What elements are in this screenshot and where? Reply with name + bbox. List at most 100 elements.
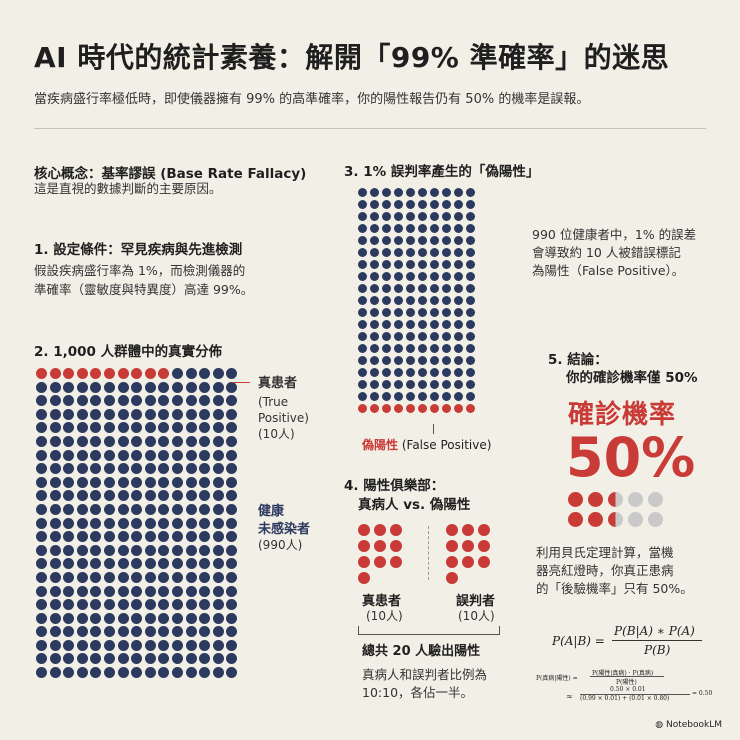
healthy-dot xyxy=(226,558,238,570)
healthy-dot xyxy=(76,517,88,529)
healthy-dot xyxy=(430,356,439,365)
healthy-dot xyxy=(406,332,415,341)
healthy-dot xyxy=(406,344,415,353)
healthy-dot xyxy=(466,356,475,365)
healthy-dot xyxy=(49,612,61,624)
healthy-dot xyxy=(382,380,391,389)
healthy-dot xyxy=(158,476,170,488)
healthy-dot xyxy=(103,571,115,583)
probability-half-dot xyxy=(608,512,623,527)
true-patient-dot xyxy=(390,540,402,552)
healthy-dot xyxy=(370,272,379,281)
healthy-dot xyxy=(199,612,211,624)
healthy-dot xyxy=(358,224,367,233)
healthy-dot xyxy=(158,653,170,665)
false-positive-dot xyxy=(462,540,474,552)
healthy-dot xyxy=(36,667,47,679)
healthy-dot xyxy=(199,558,211,570)
healthy-dot xyxy=(370,212,379,221)
healthy-dot xyxy=(76,599,88,611)
healthy-dot xyxy=(358,200,367,209)
healthy-dot xyxy=(131,463,143,475)
healthy-dot xyxy=(117,639,129,651)
healthy-dot xyxy=(103,408,115,420)
healthy-dot xyxy=(226,612,238,624)
healthy-dot xyxy=(49,490,61,502)
healthy-dot xyxy=(117,463,129,475)
healthy-dot xyxy=(171,395,183,407)
healthy-dot xyxy=(226,368,238,379)
core-concept-desc: 這是直視的數據判斷的主要原因。 xyxy=(34,181,222,196)
healthy-dot xyxy=(358,296,367,305)
healthy-dot xyxy=(171,667,183,679)
healthy-dot xyxy=(394,332,403,341)
healthy-dot xyxy=(358,308,367,317)
club-total: 總共 20 人驗出陽性 xyxy=(362,644,481,659)
healthy-dot xyxy=(394,212,403,221)
healthy-dot xyxy=(212,503,224,515)
healthy-dot xyxy=(144,558,156,570)
healthy-dot xyxy=(63,639,75,651)
true-patient-dot xyxy=(49,368,61,379)
healthy-dot xyxy=(131,449,143,461)
bayes-denominator: P(B) xyxy=(644,643,671,657)
healthy-dot xyxy=(418,248,427,257)
healthy-dot xyxy=(430,380,439,389)
healthy-dot xyxy=(185,449,197,461)
healthy-dot xyxy=(158,449,170,461)
true-patient-dot xyxy=(390,524,402,536)
false-positive-dot xyxy=(394,404,403,413)
healthy-dot xyxy=(131,503,143,515)
healthy-dot xyxy=(442,200,451,209)
healthy-dot xyxy=(442,296,451,305)
true-patient-en2: Positive) xyxy=(258,411,309,425)
healthy-dot xyxy=(212,667,224,679)
healthy-dot xyxy=(144,435,156,447)
healthy-dot xyxy=(185,626,197,638)
step3-desc-1: 990 位健康者中，1% 的誤差 xyxy=(532,227,697,242)
healthy-dot xyxy=(158,571,170,583)
healthy-dot xyxy=(212,612,224,624)
healthy-dot xyxy=(185,585,197,597)
healthy-dot xyxy=(406,308,415,317)
healthy-dot xyxy=(394,392,403,401)
healthy-dot xyxy=(199,531,211,543)
bayes-lhs: P(A|B) = xyxy=(552,634,605,648)
healthy-dot xyxy=(466,200,475,209)
healthy-dot xyxy=(418,236,427,245)
healthy-dot xyxy=(358,392,367,401)
healthy-dot xyxy=(370,320,379,329)
healthy-dot xyxy=(199,449,211,461)
healthy-dot xyxy=(382,368,391,377)
healthy-dot xyxy=(212,531,224,543)
healthy-dot xyxy=(131,490,143,502)
healthy-dot xyxy=(358,380,367,389)
club-brace xyxy=(358,626,500,635)
healthy-dot xyxy=(63,653,75,665)
healthy-dot xyxy=(49,395,61,407)
healthy-dot xyxy=(63,408,75,420)
healthy-dot xyxy=(382,236,391,245)
false-positive-dot xyxy=(478,556,490,568)
healthy-dot xyxy=(394,284,403,293)
healthy-dot xyxy=(90,381,102,393)
healthy-dot xyxy=(370,368,379,377)
healthy-dot xyxy=(90,408,102,420)
healthy-dot xyxy=(63,517,75,529)
healthy-dot xyxy=(394,308,403,317)
healthy-dot xyxy=(442,344,451,353)
probability-grey-dot xyxy=(648,512,663,527)
healthy-dot xyxy=(199,435,211,447)
healthy-dot xyxy=(226,449,238,461)
healthy-dot xyxy=(212,476,224,488)
healthy-dot xyxy=(394,344,403,353)
healthy-dot xyxy=(442,356,451,365)
healthy-dot xyxy=(158,667,170,679)
healthy-dot xyxy=(103,503,115,515)
healthy-dot xyxy=(185,435,197,447)
calc-bar-1 xyxy=(590,676,664,677)
healthy-dot xyxy=(76,490,88,502)
healthy-dot xyxy=(382,356,391,365)
true-patient-dot xyxy=(358,556,370,568)
healthy-dot xyxy=(103,531,115,543)
